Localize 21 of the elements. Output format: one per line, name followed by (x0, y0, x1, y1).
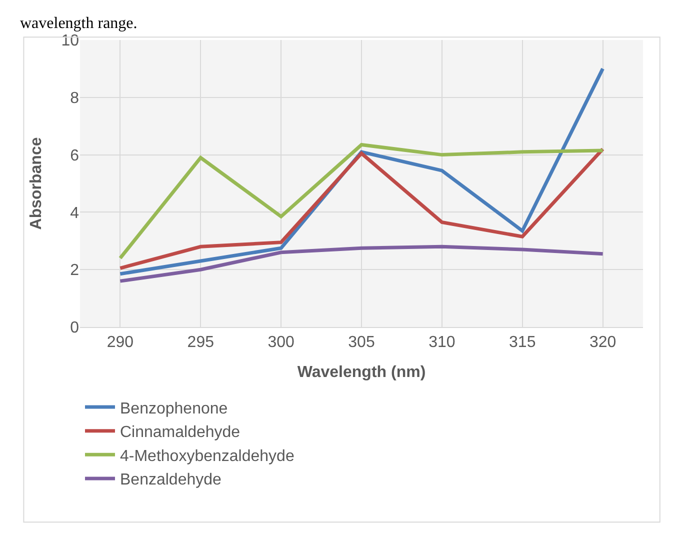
text: wavelength range. (20, 15, 138, 32)
x-axis-title: Wavelength (nm) (297, 364, 426, 381)
x-tick-label: 320 (589, 334, 616, 352)
y-axis-title: Absorbance (28, 137, 46, 230)
y-tick-label: 0 (70, 320, 80, 337)
legend-label: Cinnamaldehyde (120, 424, 240, 442)
y-tick-label: 2 (70, 262, 80, 280)
y-tick-label: 8 (70, 90, 80, 107)
x-tick-label: 305 (348, 334, 375, 352)
line-series (118, 244, 605, 283)
x-tick-label: 300 (268, 334, 295, 352)
legend-label: Benzaldehyde (120, 472, 222, 489)
x-tick-label: 310 (428, 334, 456, 352)
y-tick-label: 10 (61, 32, 80, 50)
x-tick-label: 295 (187, 334, 214, 352)
y-tick-label: 6 (70, 147, 80, 164)
x-tick-label: 290 (106, 334, 134, 352)
legend-label: Benzophenone (120, 400, 228, 418)
y-tick-label: 4 (70, 204, 80, 222)
legend-label: 4-Methoxybenzaldehyde (120, 448, 294, 465)
x-tick-label: 315 (509, 334, 536, 352)
